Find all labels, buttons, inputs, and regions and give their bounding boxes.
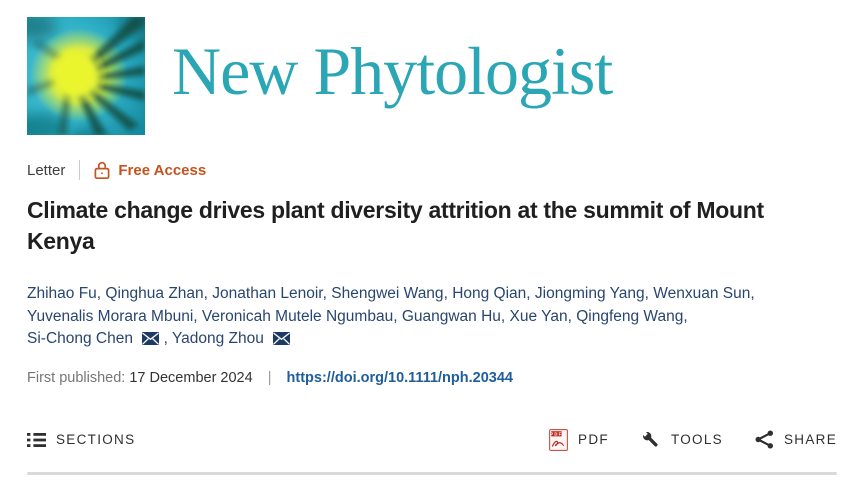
article-meta-row: Letter Free Access xyxy=(27,160,837,180)
first-published-label: First published: xyxy=(27,369,126,386)
sections-button[interactable]: SECTIONS xyxy=(27,432,135,448)
author-link[interactable]: Xue Yan xyxy=(509,307,568,325)
journal-banner-link[interactable]: New Phytologist xyxy=(9,0,837,147)
author-link[interactable]: Shengwei Wang xyxy=(331,285,444,302)
horizontal-divider xyxy=(27,471,837,475)
toolbar-right-group: PDF PDF TOOLS xyxy=(549,428,837,451)
tools-button[interactable]: TOOLS xyxy=(641,430,723,450)
author-link[interactable]: Jiongming Yang xyxy=(534,285,645,302)
share-nodes-icon xyxy=(755,430,774,449)
author-list: Zhihao Fu, Qinghua Zhan, Jonathan Lenoir… xyxy=(27,285,755,347)
journal-name: New Phytologist xyxy=(172,33,613,109)
access-label: Free Access xyxy=(118,161,207,179)
new-phytologist-logo-icon xyxy=(9,13,159,147)
pdf-button[interactable]: PDF PDF xyxy=(549,428,609,451)
article-title: Climate change drives plant diversity at… xyxy=(27,197,764,254)
article-toolbar: SECTIONS PDF PDF xyxy=(27,428,837,451)
share-label: SHARE xyxy=(783,432,837,447)
publication-info-row: First published: 17 December 2024 | http… xyxy=(27,370,837,386)
sections-label: SECTIONS xyxy=(56,432,136,447)
author-link[interactable]: Jonathan Lenoir xyxy=(212,285,323,302)
doi-link[interactable]: https://doi.org/10.1111/nph.20344 xyxy=(286,369,513,386)
share-button[interactable]: SHARE xyxy=(755,430,837,449)
envelope-icon[interactable] xyxy=(142,332,160,345)
author-link[interactable]: Yuvenalis Morara Mbuni xyxy=(27,307,194,325)
author-link[interactable]: Guangwan Hu xyxy=(401,307,501,325)
first-published-date: 17 December 2024 xyxy=(129,369,253,386)
author-link[interactable]: Si-Chong Chen xyxy=(27,330,133,347)
author-link[interactable]: Veronicah Mutele Ngumbau xyxy=(201,307,394,325)
author-link[interactable]: Wenxuan Sun xyxy=(653,285,751,302)
open-padlock-icon xyxy=(94,161,110,180)
vertical-divider xyxy=(79,160,81,180)
author-link[interactable]: Zhihao Fu xyxy=(27,285,97,302)
wrench-icon xyxy=(641,430,661,450)
list-icon xyxy=(27,432,46,448)
article-type-label: Letter xyxy=(27,161,66,179)
pdf-label: PDF xyxy=(578,432,609,447)
author-link[interactable]: Yadong Zhou xyxy=(171,330,264,347)
pipe-separator: | xyxy=(267,369,272,386)
author-link[interactable]: Qingfeng Wang xyxy=(576,307,684,325)
access-status-badge: Free Access xyxy=(94,161,206,180)
svg-text:PDF: PDF xyxy=(550,431,562,436)
pdf-file-icon: PDF xyxy=(549,428,568,451)
author-link[interactable]: Qinghua Zhan xyxy=(105,285,204,302)
author-link[interactable]: Hong Qian xyxy=(452,285,527,302)
tools-label: TOOLS xyxy=(670,432,723,447)
envelope-icon[interactable] xyxy=(273,332,291,345)
